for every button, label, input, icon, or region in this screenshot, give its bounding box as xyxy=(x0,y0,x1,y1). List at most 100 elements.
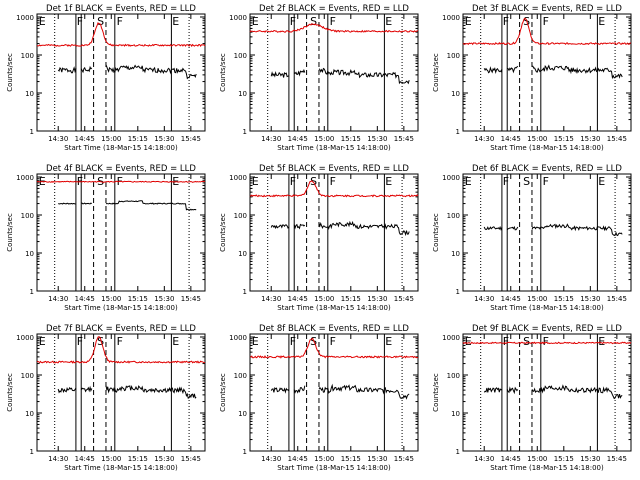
series-line-events xyxy=(80,65,93,74)
series-line-lld xyxy=(249,338,419,359)
y-tick-label: 1000 xyxy=(229,14,247,22)
panel-title: Det 9f BLACK = Events, RED = LLD xyxy=(472,324,622,334)
y-tick-label: 10 xyxy=(238,90,247,98)
interval-label-E: E xyxy=(39,15,46,28)
y-tick-label: 100 xyxy=(234,372,247,380)
interval-label-E: E xyxy=(252,175,259,188)
series-line-events xyxy=(318,386,329,393)
series-line-events xyxy=(318,67,329,75)
interval-label-F: F xyxy=(290,15,296,28)
x-tick-label: 15:00 xyxy=(527,135,547,143)
interval-label-F: F xyxy=(503,335,509,348)
y-tick-label: 1000 xyxy=(16,174,34,182)
x-tick-label: 15:15 xyxy=(341,135,361,143)
series-line-events xyxy=(114,200,197,211)
interval-label-E: E xyxy=(598,175,605,188)
interval-label-E: E xyxy=(598,15,605,28)
series-line-lld xyxy=(249,180,419,198)
interval-label-F: F xyxy=(503,15,509,28)
series-line-events xyxy=(114,64,197,80)
x-tick-label: 15:15 xyxy=(554,135,574,143)
panel-8: Det 8f BLACK = Events, RED = LLD 1 10 100 10… xyxy=(219,324,419,472)
panel-title: Det 7f BLACK = Events, RED = LLD xyxy=(46,324,196,334)
y-tick-label: 10 xyxy=(238,410,247,418)
series-line-events xyxy=(81,202,93,205)
series-line-events xyxy=(531,387,542,394)
series-line-events xyxy=(327,220,410,237)
series-line-events xyxy=(540,223,623,237)
x-tick-label: 15:30 xyxy=(154,295,174,303)
panel-5: Det 5f BLACK = Events, RED = LLD 1 10 100 10… xyxy=(219,164,419,312)
y-tick-label: 10 xyxy=(25,250,34,258)
series-line-events xyxy=(327,383,410,400)
series-line-events xyxy=(531,226,542,230)
panel-title: Det 4f BLACK = Events, RED = LLD xyxy=(46,164,196,174)
series-line-events xyxy=(57,386,77,394)
x-tick-label: 15:15 xyxy=(341,455,361,463)
series-line-events xyxy=(105,202,116,205)
series-line-events xyxy=(483,66,503,75)
series-line-events xyxy=(270,70,290,78)
x-tick-label: 14:30 xyxy=(48,135,68,143)
x-tick-label: 14:30 xyxy=(474,135,494,143)
series-line-events xyxy=(506,65,519,74)
x-tick-label: 15:45 xyxy=(181,455,201,463)
y-tick-label: 1 xyxy=(456,128,460,136)
series-line-lld xyxy=(36,180,206,183)
y-axis-label: Counts/sec xyxy=(6,53,14,92)
series-line-lld xyxy=(462,341,632,345)
series-line-lld xyxy=(249,23,419,33)
series-line-events xyxy=(540,384,623,400)
x-tick-label: 14:30 xyxy=(261,295,281,303)
x-tick-label: 14:30 xyxy=(261,455,281,463)
x-tick-label: 15:00 xyxy=(527,295,547,303)
plot-frame xyxy=(462,333,632,452)
y-tick-label: 1000 xyxy=(442,334,460,342)
y-tick-label: 1 xyxy=(456,288,460,296)
interval-label-S: S xyxy=(310,175,317,188)
x-tick-label: 15:45 xyxy=(607,135,627,143)
interval-label-E: E xyxy=(385,335,392,348)
x-tick-label: 15:30 xyxy=(367,455,387,463)
plot-frame xyxy=(36,333,206,452)
y-tick-label: 1000 xyxy=(229,174,247,182)
y-axis-label: Counts/sec xyxy=(432,53,440,92)
x-tick-label: 15:00 xyxy=(527,455,547,463)
y-axis-label: Counts/sec xyxy=(219,373,227,412)
series-line-events xyxy=(483,225,503,231)
x-tick-label: 14:45 xyxy=(75,295,95,303)
series-line-events xyxy=(57,202,76,205)
panel-6: Det 6f BLACK = Events, RED = LLD 1 10 100 10… xyxy=(432,164,632,312)
y-tick-label: 1 xyxy=(30,128,34,136)
y-tick-label: 10 xyxy=(451,410,460,418)
x-tick-label: 15:15 xyxy=(554,455,574,463)
x-tick-label: 15:00 xyxy=(101,295,121,303)
x-tick-label: 15:45 xyxy=(394,135,414,143)
panel-title: Det 2f BLACK = Events, RED = LLD xyxy=(259,4,409,14)
x-tick-label: 15:15 xyxy=(128,455,148,463)
interval-label-F: F xyxy=(77,15,83,28)
x-tick-label: 15:45 xyxy=(181,295,201,303)
y-tick-label: 100 xyxy=(21,212,34,220)
x-tick-label: 15:30 xyxy=(580,135,600,143)
x-tick-label: 15:30 xyxy=(154,135,174,143)
x-tick-label: 14:30 xyxy=(48,455,68,463)
series-line-lld xyxy=(36,336,206,364)
x-tick-label: 15:15 xyxy=(341,295,361,303)
series-line-events xyxy=(105,385,116,394)
interval-label-E: E xyxy=(252,335,259,348)
interval-label-F: F xyxy=(117,335,123,348)
y-tick-label: 1 xyxy=(243,288,247,296)
y-tick-label: 1 xyxy=(456,448,460,456)
x-tick-label: 15:00 xyxy=(314,135,334,143)
x-tick-label: 14:45 xyxy=(288,455,308,463)
y-tick-label: 10 xyxy=(25,410,34,418)
plot-frame xyxy=(249,333,419,452)
y-tick-label: 10 xyxy=(451,90,460,98)
series-line-events xyxy=(270,224,290,230)
interval-label-F: F xyxy=(117,15,123,28)
x-tick-label: 15:00 xyxy=(101,135,121,143)
x-tick-label: 14:30 xyxy=(48,295,68,303)
series-line-events xyxy=(293,223,306,230)
